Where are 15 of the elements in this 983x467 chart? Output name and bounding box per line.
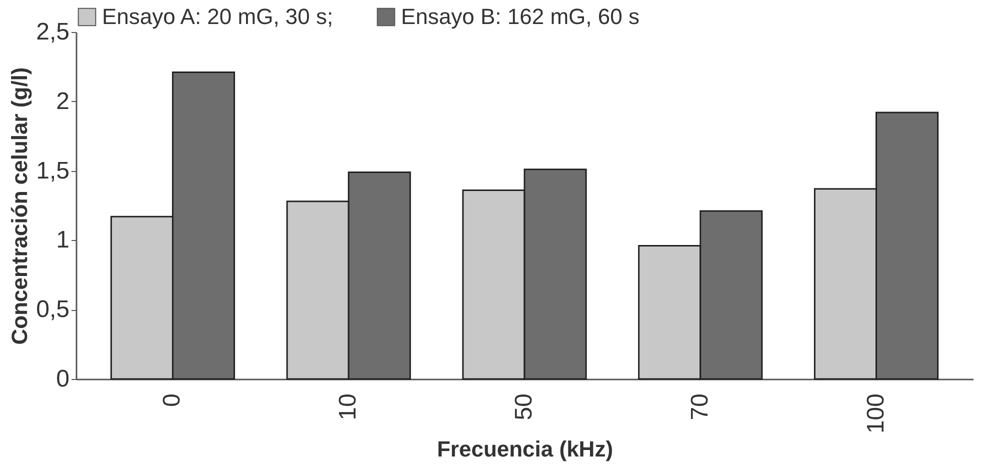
y-tick-label: 0 <box>56 366 70 392</box>
y-tick-label: 0,5 <box>36 296 70 324</box>
x-axis-title: Frecuencia (kHz) <box>436 436 614 462</box>
legend-label: Ensayo B: 162 mG, 60 s <box>401 4 640 29</box>
legend-label: Ensayo A: 20 mG, 30 s; <box>102 4 334 29</box>
y-tick-label: 1,5 <box>36 157 70 184</box>
x-tick-label: 50 <box>510 394 538 420</box>
x-tick-label: 0 <box>158 394 186 407</box>
x-tick-label: 10 <box>334 394 362 420</box>
x-tick-label: 70 <box>686 394 714 420</box>
y-tick-label: 1 <box>56 226 70 254</box>
x-tick-label: 100 <box>862 394 890 434</box>
y-tick-label: 2 <box>56 88 70 115</box>
y-axis-title: Concentración celular (g/l) <box>7 67 32 345</box>
y-tick-label: 2,5 <box>36 18 70 46</box>
